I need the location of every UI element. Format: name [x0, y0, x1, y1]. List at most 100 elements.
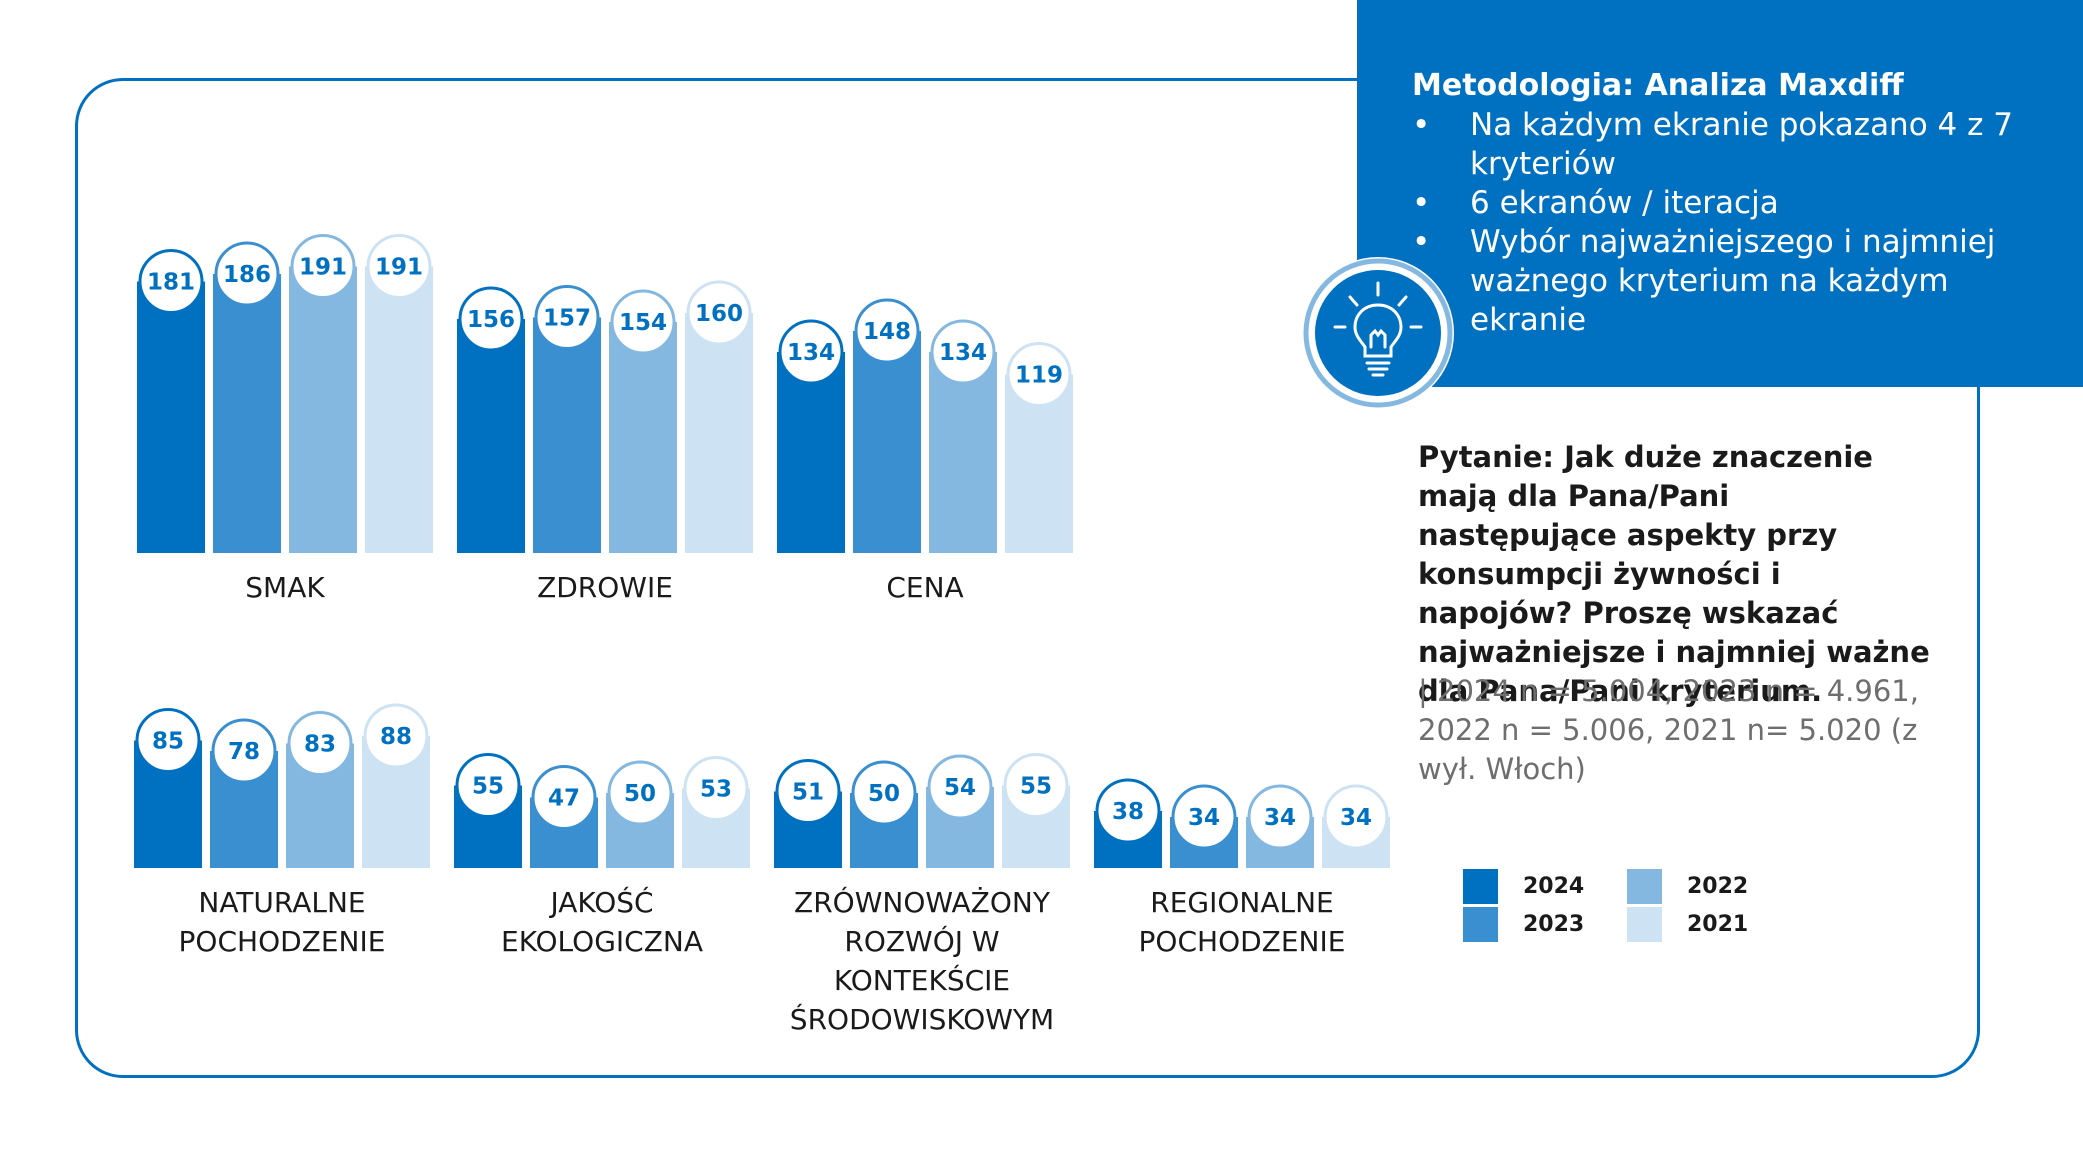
value-bubble	[778, 319, 844, 385]
data-label: 50	[868, 781, 900, 807]
data-label: 54	[944, 775, 976, 801]
data-label: 191	[375, 255, 423, 281]
value-bubble	[287, 711, 353, 776]
legend-label: 2024	[1523, 874, 1585, 899]
value-bubble	[363, 703, 429, 769]
bar	[457, 319, 525, 553]
value-bubble	[686, 280, 752, 346]
category-label: REGIONALNE	[1150, 886, 1333, 919]
category-label: SMAK	[245, 571, 325, 604]
category-label: ŚRODOWISKOWYM	[790, 1002, 1054, 1036]
bar	[213, 274, 281, 553]
value-bubble	[290, 234, 356, 299]
data-label: 53	[700, 777, 732, 803]
bar	[365, 266, 433, 553]
value-bubble	[214, 241, 280, 307]
value-bubble	[458, 286, 524, 352]
bar	[929, 352, 997, 553]
data-label: 154	[619, 310, 667, 336]
data-label: 148	[863, 319, 911, 345]
methodology-list: Na każdym ekranie pokazano 4 z 7 kryteri…	[1412, 106, 2032, 340]
category-label: NATURALNE	[198, 886, 365, 919]
data-label: 50	[624, 781, 656, 807]
legend-swatch	[1627, 869, 1662, 904]
legend-swatch	[1463, 907, 1498, 942]
data-label: 88	[380, 724, 412, 750]
value-bubble	[851, 760, 917, 826]
data-label: 191	[299, 255, 347, 281]
data-label: 134	[787, 340, 835, 366]
data-label: 160	[695, 301, 743, 327]
data-label: 38	[1112, 799, 1144, 825]
data-label: 157	[543, 306, 591, 332]
value-bubble	[534, 285, 600, 350]
value-bubble	[1171, 784, 1237, 850]
methodology-item: 6 ekranów / iteracja	[1412, 184, 2032, 223]
value-bubble	[607, 760, 673, 826]
value-bubble	[366, 234, 432, 299]
data-label: 83	[304, 732, 336, 758]
survey-question: Pytanie: Jak duże znaczenie mają dla Pan…	[1418, 440, 1930, 708]
value-bubble	[531, 765, 597, 830]
methodology-item: Wybór najważniejszego i najmniej ważnego…	[1412, 223, 2032, 340]
legend-swatch	[1463, 869, 1498, 904]
value-bubble	[1323, 784, 1389, 850]
methodology-item: Na każdym ekranie pokazano 4 z 7 kryteri…	[1412, 106, 2032, 184]
value-bubble	[927, 754, 993, 820]
value-bubble	[775, 759, 841, 824]
value-bubble	[138, 249, 204, 314]
data-label: 34	[1340, 805, 1372, 831]
category-label: POCHODZENIE	[179, 925, 386, 958]
legend-item-2024: 2024	[1463, 869, 1584, 904]
value-bubble	[211, 718, 277, 784]
data-label: 51	[792, 780, 824, 806]
value-bubble	[135, 708, 201, 773]
bar	[685, 313, 753, 553]
category-label: POCHODZENIE	[1139, 925, 1346, 958]
data-label: 181	[147, 270, 195, 296]
legend-label: 2021	[1687, 912, 1749, 937]
chart-frame	[75, 78, 1980, 1078]
value-bubble	[1006, 342, 1072, 407]
legend-item-2023: 2023	[1463, 907, 1584, 942]
data-label: 85	[152, 729, 184, 755]
legend-item-2021: 2021	[1627, 907, 1748, 942]
bar	[289, 266, 357, 553]
value-bubble	[610, 289, 676, 355]
category-label: ZRÓWNOWAŻONY	[794, 885, 1051, 919]
sample-size-note: | 2024 n = 5.004, 2023 n = 4.961, 2022 n…	[1418, 674, 1919, 786]
legend-swatch	[1627, 907, 1662, 942]
value-bubble	[455, 753, 521, 818]
category-label: EKOLOGICZNA	[501, 925, 703, 958]
bar	[137, 281, 205, 553]
data-label: 186	[223, 262, 271, 288]
data-label: 55	[472, 774, 504, 800]
methodology-box: Metodologia: Analiza Maxdiff Na każdym e…	[1357, 0, 2083, 387]
data-label: 156	[467, 307, 515, 333]
bar	[609, 322, 677, 553]
bar	[853, 331, 921, 553]
data-label: 34	[1264, 805, 1296, 831]
data-label: 78	[228, 739, 260, 765]
value-bubble	[854, 298, 920, 364]
legend-label: 2022	[1687, 874, 1749, 899]
value-bubble	[683, 756, 749, 821]
value-bubble	[1003, 753, 1069, 818]
data-label: 47	[548, 786, 580, 812]
category-label: KONTEKŚCIE	[834, 963, 1010, 997]
value-bubble	[1095, 778, 1161, 844]
category-label: CENA	[886, 571, 963, 604]
legend-label: 2023	[1523, 912, 1585, 937]
methodology-title: Metodologia: Analiza Maxdiff	[1412, 68, 1904, 103]
category-label: ROZWÓJ W	[844, 924, 999, 958]
value-bubble	[930, 319, 996, 385]
category-label: ZDROWIE	[537, 571, 673, 604]
bar	[533, 317, 601, 553]
value-bubble	[1247, 784, 1313, 850]
data-label: 55	[1020, 774, 1052, 800]
lightbulb-icon	[1302, 257, 1454, 409]
bar	[777, 352, 845, 553]
data-label: 134	[939, 340, 987, 366]
data-label: 119	[1015, 363, 1063, 389]
